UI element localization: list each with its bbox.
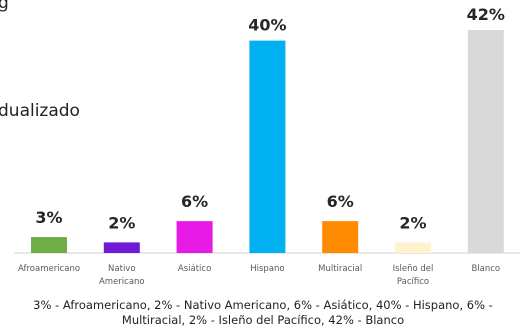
data-label-isleno-del-pacifico: 2% xyxy=(399,213,426,232)
data-label-hispano: 40% xyxy=(248,16,286,35)
bar-hispano xyxy=(249,40,286,253)
cropped-heading-fragment: g xyxy=(0,0,9,13)
cropped-text-fragment: dualizado xyxy=(0,101,80,121)
data-label-afroamericano: 3% xyxy=(35,208,62,227)
tick-label-hispano: Hispano xyxy=(250,264,284,274)
bar-asiatico xyxy=(176,221,213,253)
data-label-asiatico: 6% xyxy=(181,192,208,211)
bar-nativo-americano xyxy=(103,242,140,253)
bar-isleno-del-pacifico xyxy=(395,242,431,253)
tick-label-multiracial: Multiracial xyxy=(318,264,362,274)
chart-caption: 3% - Afroamericano, 2% - Nativo American… xyxy=(33,298,493,327)
data-label-nativo-americano: 2% xyxy=(108,213,135,232)
tick-label-isleno-del-pacifico: Isleño del Pacífico xyxy=(393,264,434,287)
tick-label-asiatico: Asiático xyxy=(178,264,211,274)
bar-afroamericano xyxy=(31,237,67,253)
tick-label-afroamericano: Afroamericano xyxy=(18,264,80,274)
bar-multiracial xyxy=(322,221,359,253)
tick-label-nativo-americano: Nativo Americano xyxy=(99,264,145,287)
data-label-blanco: 42% xyxy=(467,5,505,24)
data-label-multiracial: 6% xyxy=(327,192,354,211)
bar-blanco xyxy=(467,30,504,253)
tick-label-blanco: Blanco xyxy=(471,264,500,274)
